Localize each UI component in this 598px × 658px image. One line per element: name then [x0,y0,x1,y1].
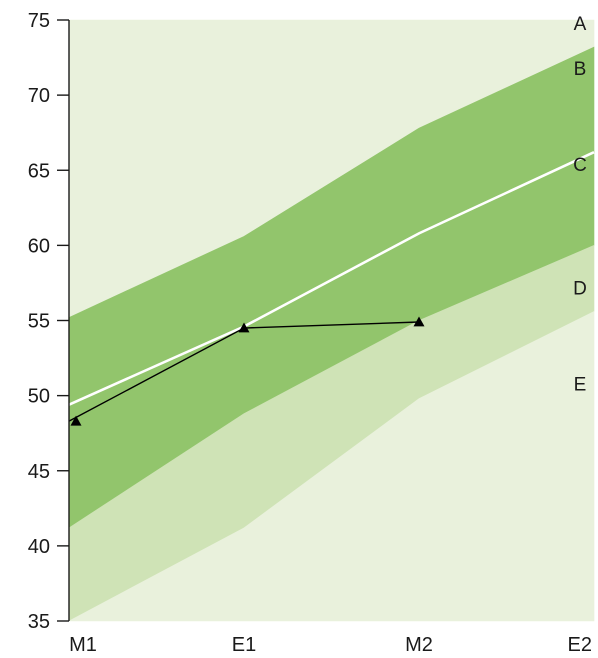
y-tick-label-75: 75 [28,10,50,32]
band-label-a: A [574,14,587,35]
x-tick-label-e1: E1 [232,634,256,656]
x-axis: M1 E1 M2 E2 [69,634,592,656]
y-axis: 35 40 45 50 55 60 65 70 75 [28,10,70,633]
band-label-b: B [574,59,587,80]
series-2-point-m1 [70,415,82,426]
band-label-e: E [574,375,587,396]
band-labels: A B C D E [573,14,587,396]
y-tick-label-65: 65 [28,160,50,182]
x-tick-label-m1: M1 [69,634,97,656]
series-1-line [68,151,595,406]
band-label-c: C [573,155,587,176]
y-tick-label-55: 55 [28,311,50,333]
band-areas [68,19,595,622]
y-tick-label-40: 40 [28,536,50,558]
band-label-d: D [573,278,587,299]
y-tick-label-60: 60 [28,235,50,257]
series-2-point-m2 [413,316,425,327]
series-layer [68,151,595,426]
x-tick-label-m2: M2 [405,634,433,656]
y-tick-label-35: 35 [28,611,50,633]
band-e-area [68,311,595,622]
series-2-point-e1 [238,322,250,333]
x-tick-label-e2: E2 [568,634,592,656]
y-tick-label-70: 70 [28,85,50,107]
y-tick-label-50: 50 [28,386,50,408]
y-tick-label-45: 45 [28,461,50,483]
